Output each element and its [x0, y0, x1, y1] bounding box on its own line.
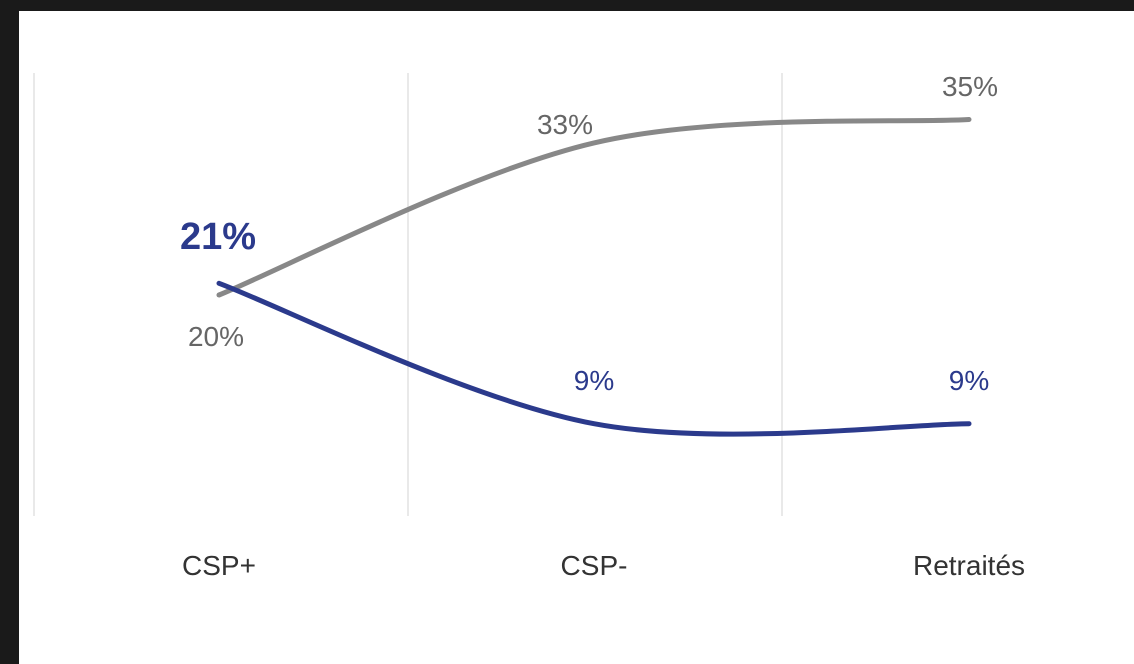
series-2-line [216, 280, 972, 437]
category-label: CSP- [561, 550, 628, 581]
gridlines [33, 73, 783, 516]
series-2-value-label: 9% [949, 365, 989, 396]
value-labels: 20% 33% 35% 21% 9% 9% [180, 71, 998, 396]
series-1-value-label: 33% [537, 109, 593, 140]
series-lines [216, 117, 972, 437]
series-1-value-label: 20% [188, 321, 244, 352]
series-2-value-label: 21% [180, 216, 256, 258]
category-label: CSP+ [182, 550, 256, 581]
series-1-value-label: 35% [942, 71, 998, 102]
series-1-line [216, 117, 972, 298]
category-labels: CSP+ CSP- Retraités [182, 550, 1025, 581]
category-label: Retraités [913, 550, 1025, 581]
series-2-value-label: 9% [574, 365, 614, 396]
